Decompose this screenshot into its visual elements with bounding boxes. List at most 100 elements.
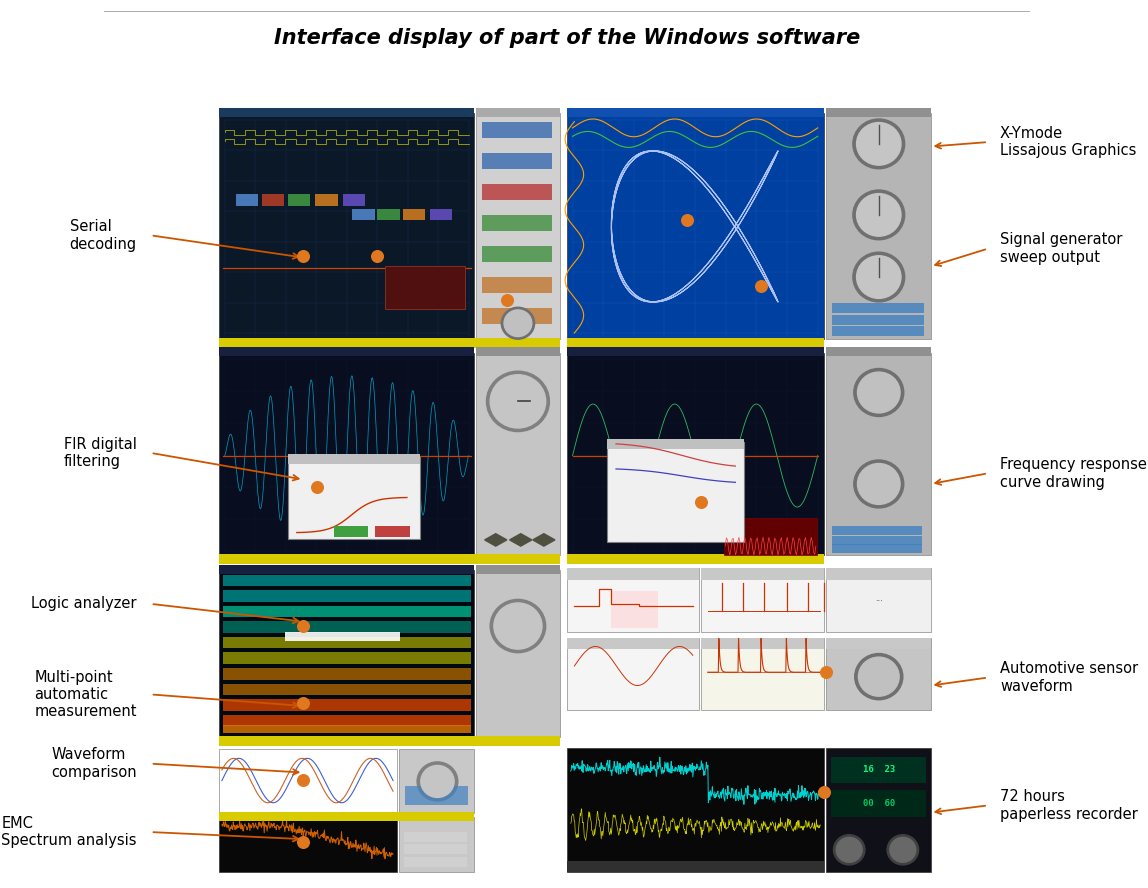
Bar bbox=[831, 326, 924, 336]
Bar bbox=[352, 209, 374, 220]
Point bbox=[678, 213, 697, 227]
Bar bbox=[701, 638, 824, 649]
Bar bbox=[476, 570, 559, 737]
Bar bbox=[476, 108, 559, 117]
Bar bbox=[316, 194, 338, 206]
Text: Interface display of part of the Windows software: Interface display of part of the Windows… bbox=[274, 28, 860, 49]
Point bbox=[692, 495, 711, 509]
Circle shape bbox=[833, 835, 864, 865]
Text: 72 hours
paperless recorder: 72 hours paperless recorder bbox=[1000, 789, 1138, 821]
Text: Automotive sensor
waveform: Automotive sensor waveform bbox=[1000, 662, 1138, 694]
Text: Serial
decoding: Serial decoding bbox=[70, 219, 137, 251]
Bar bbox=[567, 353, 824, 555]
Bar bbox=[219, 812, 474, 821]
Bar bbox=[223, 637, 471, 648]
Bar bbox=[223, 591, 471, 602]
Bar bbox=[701, 568, 824, 580]
Point bbox=[294, 773, 312, 787]
Bar bbox=[567, 861, 824, 872]
Bar bbox=[831, 757, 926, 783]
Text: Frequency response
curve drawing: Frequency response curve drawing bbox=[1000, 457, 1147, 489]
Bar bbox=[378, 209, 400, 220]
Polygon shape bbox=[533, 534, 554, 546]
Circle shape bbox=[853, 190, 905, 240]
Text: Signal generator
sweep output: Signal generator sweep output bbox=[1000, 233, 1123, 265]
Bar bbox=[223, 699, 471, 710]
Polygon shape bbox=[510, 534, 532, 546]
Circle shape bbox=[890, 837, 916, 862]
Circle shape bbox=[487, 371, 550, 432]
Bar bbox=[567, 347, 824, 356]
Circle shape bbox=[856, 194, 901, 236]
Bar bbox=[476, 353, 559, 555]
Bar bbox=[476, 347, 559, 356]
Circle shape bbox=[855, 654, 902, 700]
Bar bbox=[287, 194, 310, 206]
Bar bbox=[701, 568, 824, 632]
Bar bbox=[404, 832, 467, 842]
Bar bbox=[219, 108, 474, 117]
Bar bbox=[827, 638, 931, 710]
Bar bbox=[607, 442, 744, 542]
Bar bbox=[831, 315, 924, 325]
Bar bbox=[567, 108, 824, 117]
Bar bbox=[827, 748, 931, 872]
Bar bbox=[287, 457, 420, 539]
Bar bbox=[398, 749, 474, 813]
Bar bbox=[567, 568, 699, 580]
Bar bbox=[375, 526, 410, 537]
Bar bbox=[343, 194, 365, 206]
Bar bbox=[607, 439, 744, 449]
Point bbox=[817, 665, 836, 679]
Bar bbox=[430, 209, 452, 220]
Bar bbox=[287, 454, 420, 464]
Circle shape bbox=[504, 310, 532, 337]
Circle shape bbox=[421, 765, 455, 797]
Bar bbox=[827, 113, 931, 339]
Bar bbox=[219, 113, 474, 339]
Circle shape bbox=[856, 123, 901, 165]
Bar bbox=[482, 215, 552, 231]
Bar bbox=[262, 194, 284, 206]
Bar bbox=[223, 653, 471, 664]
Bar bbox=[404, 844, 467, 854]
Bar bbox=[405, 796, 468, 805]
Bar bbox=[219, 565, 474, 574]
Circle shape bbox=[490, 375, 545, 428]
Circle shape bbox=[853, 252, 905, 302]
Point bbox=[369, 249, 387, 263]
Bar bbox=[223, 684, 471, 695]
Text: ···: ··· bbox=[875, 598, 883, 607]
Bar bbox=[827, 568, 931, 580]
Text: Multi-point
automatic
measurement: Multi-point automatic measurement bbox=[34, 670, 137, 719]
Point bbox=[294, 249, 312, 263]
Bar bbox=[612, 591, 658, 628]
Bar bbox=[223, 715, 471, 726]
Bar bbox=[831, 526, 922, 535]
Bar bbox=[223, 575, 471, 586]
Bar bbox=[334, 526, 369, 537]
Point bbox=[752, 279, 770, 293]
Bar bbox=[405, 786, 468, 796]
Bar bbox=[385, 266, 465, 309]
Text: 00  60: 00 60 bbox=[862, 799, 895, 808]
Bar bbox=[567, 748, 824, 872]
Bar bbox=[219, 338, 559, 348]
Bar bbox=[831, 790, 926, 817]
Point bbox=[497, 293, 515, 307]
Circle shape bbox=[858, 372, 900, 413]
Bar bbox=[831, 303, 924, 313]
Bar bbox=[827, 638, 931, 649]
Point bbox=[815, 785, 833, 799]
Bar bbox=[482, 184, 552, 200]
Circle shape bbox=[836, 837, 862, 862]
Bar bbox=[482, 308, 552, 324]
Bar bbox=[476, 113, 559, 339]
Bar bbox=[219, 554, 559, 564]
Bar bbox=[567, 554, 824, 564]
Text: Waveform
comparison: Waveform comparison bbox=[52, 748, 137, 780]
Bar bbox=[398, 817, 474, 872]
Text: X-Ymode
Lissajous Graphics: X-Ymode Lissajous Graphics bbox=[1000, 126, 1137, 158]
Bar bbox=[482, 246, 552, 262]
Bar bbox=[567, 638, 699, 649]
